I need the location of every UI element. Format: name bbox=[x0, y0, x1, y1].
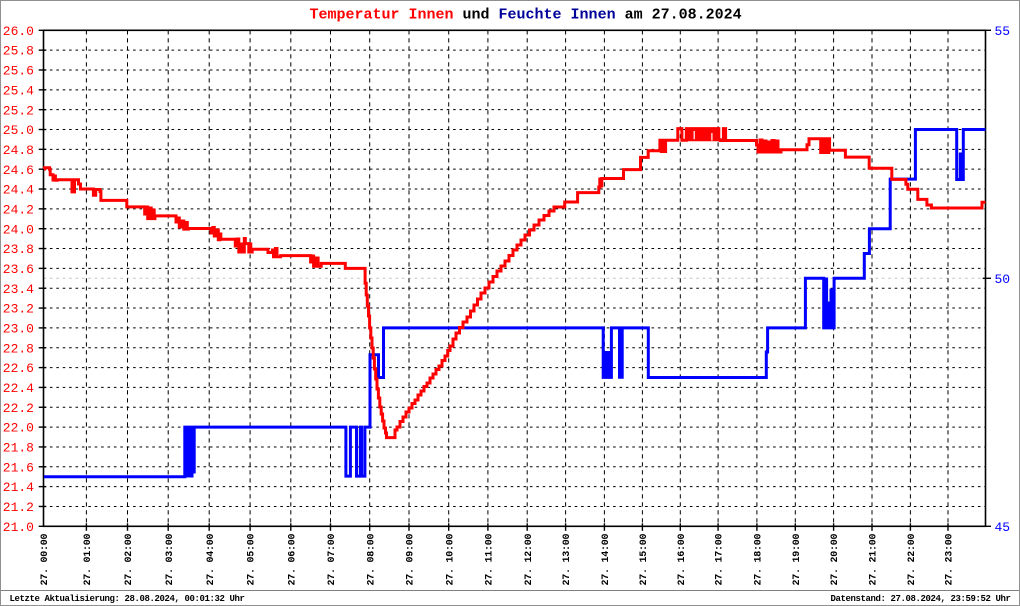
svg-text:27. 15:00: 27. 15:00 bbox=[639, 533, 650, 585]
svg-text:45: 45 bbox=[995, 520, 1011, 535]
svg-text:27. 04:00: 27. 04:00 bbox=[206, 533, 217, 585]
svg-text:27. 06:00: 27. 06:00 bbox=[287, 533, 298, 585]
svg-text:27. 22:00: 27. 22:00 bbox=[907, 533, 918, 585]
svg-text:24.0: 24.0 bbox=[3, 222, 34, 237]
svg-text:24.8: 24.8 bbox=[3, 143, 34, 158]
svg-text:22.4: 22.4 bbox=[3, 381, 34, 396]
svg-text:27. 08:00: 27. 08:00 bbox=[366, 533, 377, 585]
svg-text:27. 13:00: 27. 13:00 bbox=[562, 533, 573, 585]
svg-text:21.2: 21.2 bbox=[3, 500, 34, 515]
svg-text:27. 12:00: 27. 12:00 bbox=[524, 533, 535, 585]
svg-text:27. 17:00: 27. 17:00 bbox=[715, 533, 726, 585]
svg-text:21.0: 21.0 bbox=[3, 520, 34, 535]
svg-text:27. 00:00: 27. 00:00 bbox=[40, 533, 51, 585]
svg-text:27. 07:00: 27. 07:00 bbox=[327, 533, 338, 585]
svg-text:23.2: 23.2 bbox=[3, 302, 34, 317]
svg-text:27. 09:00: 27. 09:00 bbox=[406, 533, 417, 585]
svg-text:27. 03:00: 27. 03:00 bbox=[165, 533, 176, 585]
svg-text:22.6: 22.6 bbox=[3, 361, 34, 376]
svg-text:25.2: 25.2 bbox=[3, 103, 34, 118]
svg-text:27. 21:00: 27. 21:00 bbox=[869, 533, 880, 585]
svg-text:21.4: 21.4 bbox=[3, 480, 34, 495]
svg-text:27. 02:00: 27. 02:00 bbox=[124, 533, 135, 585]
svg-text:Letzte Aktualisierung: 28.08.2: Letzte Aktualisierung: 28.08.2024, 00:01… bbox=[10, 594, 245, 604]
svg-text:23.0: 23.0 bbox=[3, 322, 34, 337]
svg-text:27. 14:00: 27. 14:00 bbox=[601, 533, 612, 585]
svg-text:26.0: 26.0 bbox=[3, 24, 34, 39]
svg-text:50: 50 bbox=[995, 272, 1011, 287]
svg-text:27. 11:00: 27. 11:00 bbox=[485, 533, 496, 585]
svg-text:25.0: 25.0 bbox=[3, 123, 34, 138]
svg-text:27. 16:00: 27. 16:00 bbox=[677, 533, 688, 585]
svg-text:23.4: 23.4 bbox=[3, 282, 34, 297]
svg-text:25.8: 25.8 bbox=[3, 44, 34, 59]
svg-text:27. 10:00: 27. 10:00 bbox=[445, 533, 456, 585]
svg-text:24.2: 24.2 bbox=[3, 202, 34, 217]
svg-text:24.6: 24.6 bbox=[3, 163, 34, 178]
svg-text:22.8: 22.8 bbox=[3, 341, 34, 356]
svg-text:27. 19:00: 27. 19:00 bbox=[792, 533, 803, 585]
svg-text:27. 18:00: 27. 18:00 bbox=[754, 533, 765, 585]
svg-text:Temperatur Innen und Feuchte I: Temperatur Innen und Feuchte Innen am 27… bbox=[310, 7, 742, 24]
svg-text:25.6: 25.6 bbox=[3, 64, 34, 79]
svg-text:27. 20:00: 27. 20:00 bbox=[830, 533, 841, 585]
svg-text:27. 23:00: 27. 23:00 bbox=[945, 533, 956, 585]
svg-text:Datenstand: 27.08.2024, 23:59:: Datenstand: 27.08.2024, 23:59:52 Uhr bbox=[830, 594, 1010, 604]
svg-text:22.2: 22.2 bbox=[3, 401, 34, 416]
svg-text:27. 01:00: 27. 01:00 bbox=[83, 533, 94, 585]
svg-text:27. 05:00: 27. 05:00 bbox=[247, 533, 258, 585]
svg-text:55: 55 bbox=[995, 24, 1011, 39]
svg-text:22.0: 22.0 bbox=[3, 421, 34, 436]
svg-text:23.8: 23.8 bbox=[3, 242, 34, 257]
svg-text:21.6: 21.6 bbox=[3, 460, 34, 475]
svg-text:21.8: 21.8 bbox=[3, 441, 34, 456]
svg-text:23.6: 23.6 bbox=[3, 262, 34, 277]
svg-text:25.4: 25.4 bbox=[3, 83, 34, 98]
svg-text:24.4: 24.4 bbox=[3, 183, 34, 198]
